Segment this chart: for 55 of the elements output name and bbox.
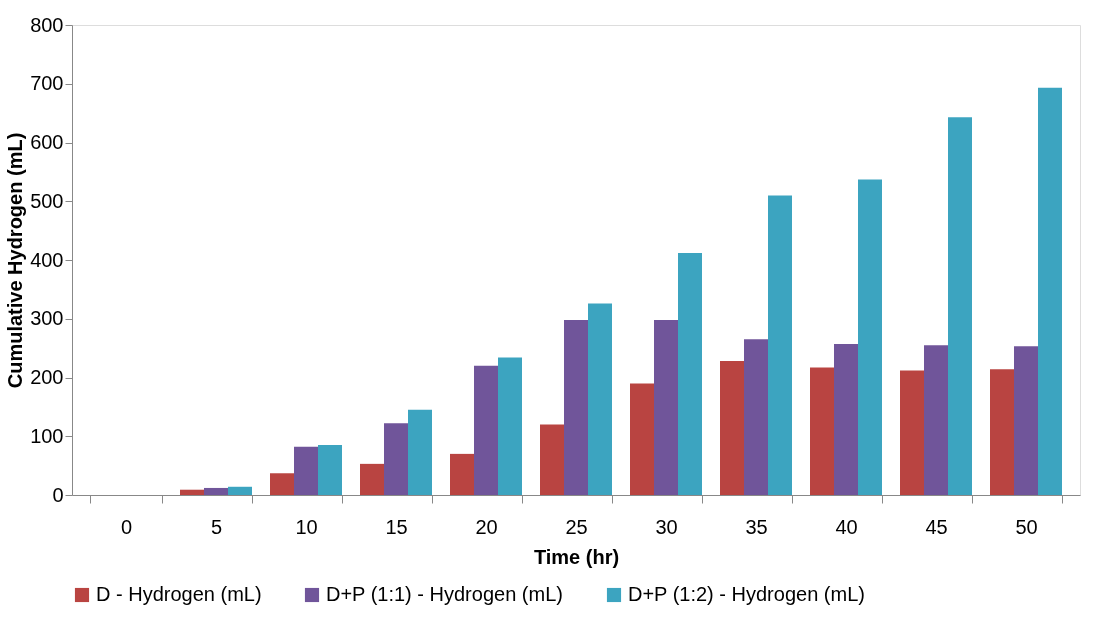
x-tick-label: 25 — [565, 515, 588, 538]
y-tick-label: 100 — [30, 424, 64, 447]
bar — [858, 179, 882, 495]
y-axis-title: Cumulative Hydrogen (mL) — [4, 132, 27, 389]
x-axis-title: Time (hr) — [533, 545, 620, 568]
bar — [498, 357, 522, 495]
bar — [900, 370, 924, 495]
bar — [588, 303, 612, 495]
y-tick-label: 700 — [30, 72, 64, 95]
x-tick-label: 0 — [120, 515, 133, 538]
bar — [540, 424, 564, 495]
bar — [1014, 346, 1038, 495]
bar — [204, 487, 228, 495]
x-tick-label: 35 — [745, 515, 768, 538]
bar — [270, 473, 294, 495]
bar — [924, 345, 948, 495]
bar — [810, 367, 834, 495]
bar — [360, 463, 384, 495]
bar — [180, 489, 204, 495]
bar — [228, 486, 252, 495]
bar — [990, 369, 1014, 495]
bar — [294, 446, 318, 495]
bar — [834, 344, 858, 495]
bar — [630, 383, 654, 495]
x-tick-label: 5 — [210, 515, 223, 538]
bar — [948, 117, 972, 495]
bar — [408, 409, 432, 495]
x-tick-label: 15 — [385, 515, 408, 538]
bar — [474, 365, 498, 495]
y-tick-label: 300 — [30, 307, 64, 330]
bar — [1038, 87, 1062, 495]
bar — [450, 453, 474, 495]
y-tick-label: 200 — [30, 366, 64, 388]
y-tick-label: 400 — [30, 248, 64, 271]
x-tick-label: 45 — [925, 515, 948, 538]
legend-label: D+P (1:1) - Hydrogen (mL) — [326, 583, 563, 605]
y-tick-label: 0 — [52, 483, 64, 506]
y-tick-label: 800 — [30, 13, 64, 36]
bar — [744, 339, 768, 495]
x-tick-label: 10 — [295, 515, 318, 538]
bar — [564, 319, 588, 495]
bar — [654, 319, 678, 495]
bar — [318, 445, 342, 495]
legend-label: D - Hydrogen (mL) — [96, 583, 262, 605]
bar — [678, 252, 702, 495]
y-tick-label: 500 — [30, 189, 64, 212]
y-tick-label: 600 — [30, 131, 64, 153]
x-tick-label: 40 — [835, 515, 858, 538]
bar — [768, 195, 792, 495]
x-tick-label: 20 — [475, 515, 498, 538]
bar — [720, 361, 744, 495]
x-tick-label: 50 — [1015, 515, 1038, 538]
bar — [384, 423, 408, 495]
x-tick-label: 30 — [655, 515, 678, 538]
legend-label: D+P (1:2) - Hydrogen (mL) — [628, 583, 865, 605]
